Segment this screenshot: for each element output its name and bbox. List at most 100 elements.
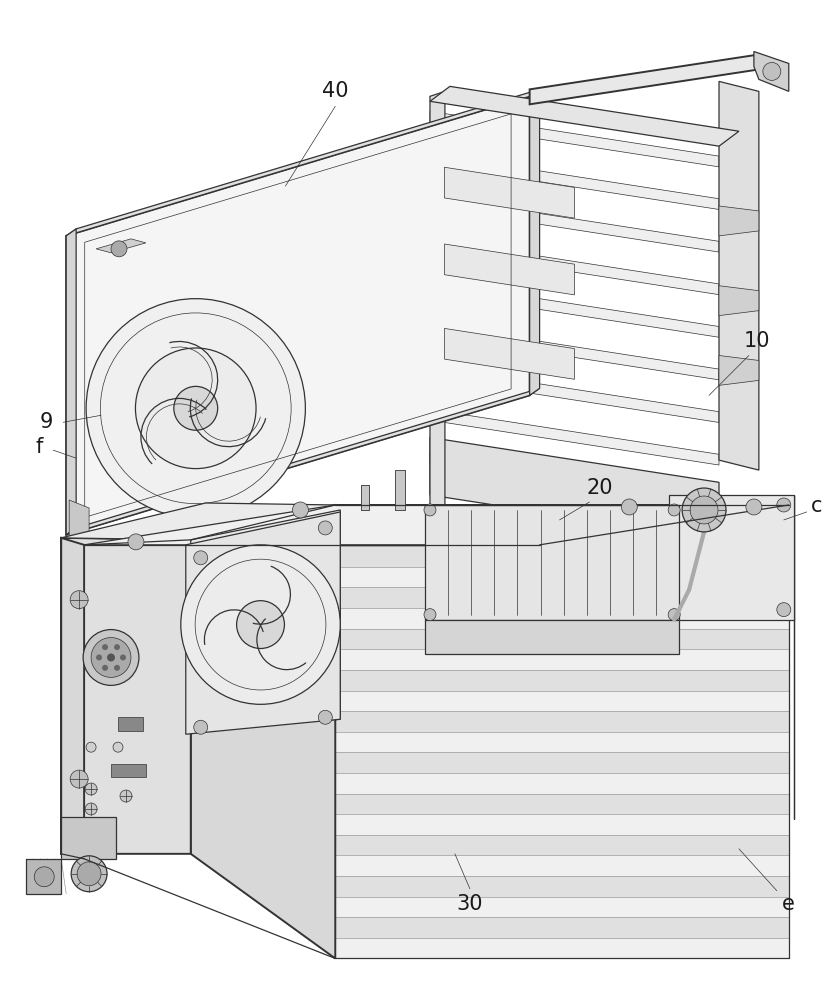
Polygon shape	[444, 328, 575, 379]
Polygon shape	[335, 711, 789, 732]
Circle shape	[107, 653, 115, 661]
Polygon shape	[753, 51, 789, 91]
Polygon shape	[84, 505, 789, 545]
Circle shape	[237, 601, 285, 649]
Polygon shape	[335, 938, 789, 958]
Polygon shape	[425, 620, 680, 654]
Polygon shape	[430, 154, 719, 209]
Circle shape	[87, 742, 96, 752]
Polygon shape	[335, 835, 789, 855]
Polygon shape	[335, 505, 789, 958]
Polygon shape	[335, 649, 789, 670]
Text: 30: 30	[457, 894, 483, 914]
Polygon shape	[66, 89, 539, 236]
Polygon shape	[118, 717, 143, 731]
Circle shape	[113, 742, 123, 752]
Polygon shape	[335, 773, 789, 794]
Polygon shape	[335, 732, 789, 752]
Polygon shape	[430, 196, 719, 252]
Polygon shape	[335, 876, 789, 897]
Circle shape	[34, 867, 55, 887]
Polygon shape	[430, 282, 719, 337]
Polygon shape	[335, 814, 789, 835]
Polygon shape	[530, 89, 539, 395]
Polygon shape	[425, 505, 680, 620]
Circle shape	[120, 790, 132, 802]
Polygon shape	[395, 470, 405, 510]
Polygon shape	[26, 859, 61, 894]
Circle shape	[318, 710, 333, 724]
Polygon shape	[430, 91, 445, 510]
Polygon shape	[66, 229, 76, 535]
Text: 20: 20	[586, 478, 612, 498]
Polygon shape	[719, 206, 759, 236]
Polygon shape	[395, 470, 405, 510]
Polygon shape	[69, 500, 89, 548]
Polygon shape	[186, 512, 340, 734]
Circle shape	[71, 856, 107, 892]
Circle shape	[318, 521, 333, 535]
Text: c: c	[811, 496, 822, 516]
Circle shape	[71, 591, 88, 609]
Circle shape	[690, 496, 718, 524]
Text: 9: 9	[39, 412, 53, 432]
Polygon shape	[61, 503, 335, 540]
Circle shape	[194, 551, 207, 565]
Polygon shape	[335, 587, 789, 608]
Polygon shape	[84, 505, 789, 545]
Circle shape	[102, 644, 108, 650]
Circle shape	[668, 504, 680, 516]
Circle shape	[292, 502, 308, 518]
Circle shape	[424, 609, 436, 621]
Circle shape	[128, 534, 144, 550]
Polygon shape	[430, 86, 739, 146]
Circle shape	[777, 498, 790, 512]
Polygon shape	[430, 367, 719, 422]
Polygon shape	[66, 96, 530, 535]
Polygon shape	[719, 286, 759, 316]
Polygon shape	[430, 239, 719, 295]
Polygon shape	[335, 629, 789, 649]
Polygon shape	[96, 239, 146, 253]
Circle shape	[181, 545, 340, 704]
Polygon shape	[361, 485, 369, 510]
Polygon shape	[191, 505, 335, 958]
Polygon shape	[61, 538, 84, 854]
Polygon shape	[430, 437, 719, 540]
Circle shape	[746, 499, 762, 515]
Text: 10: 10	[743, 331, 770, 351]
Polygon shape	[335, 670, 789, 691]
Polygon shape	[335, 917, 789, 938]
Circle shape	[111, 241, 127, 257]
Circle shape	[763, 62, 781, 80]
Circle shape	[120, 654, 126, 660]
Polygon shape	[335, 526, 789, 546]
Circle shape	[114, 665, 120, 671]
Circle shape	[91, 638, 131, 677]
Polygon shape	[61, 817, 116, 859]
Polygon shape	[361, 485, 369, 510]
Polygon shape	[335, 855, 789, 876]
Circle shape	[682, 488, 726, 532]
Circle shape	[83, 630, 139, 685]
Circle shape	[174, 386, 218, 430]
Circle shape	[777, 603, 790, 617]
Polygon shape	[335, 897, 789, 917]
Polygon shape	[430, 409, 719, 465]
Circle shape	[114, 644, 120, 650]
Polygon shape	[335, 567, 789, 587]
Polygon shape	[335, 505, 789, 526]
Polygon shape	[444, 244, 575, 295]
Text: e: e	[782, 894, 795, 914]
Circle shape	[71, 770, 88, 788]
Polygon shape	[111, 764, 146, 777]
Polygon shape	[719, 355, 759, 385]
Polygon shape	[430, 452, 719, 508]
Circle shape	[87, 299, 306, 518]
Circle shape	[102, 665, 108, 671]
Circle shape	[96, 654, 102, 660]
Polygon shape	[191, 510, 340, 729]
Polygon shape	[335, 752, 789, 773]
Polygon shape	[335, 691, 789, 711]
Polygon shape	[669, 495, 794, 620]
